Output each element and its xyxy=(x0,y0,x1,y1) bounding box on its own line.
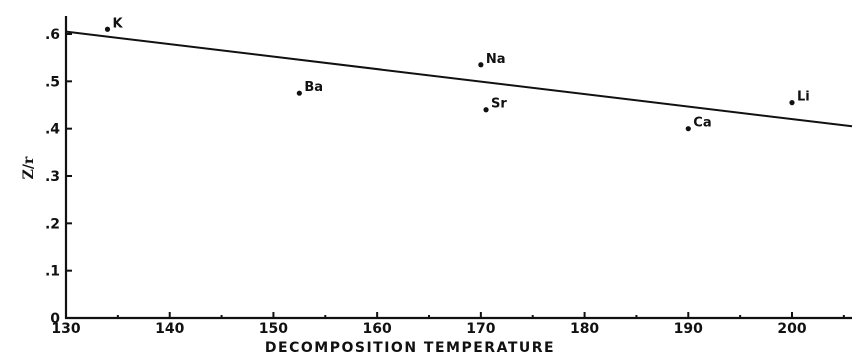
y-tick-label: .2 xyxy=(45,216,60,232)
y-axis-title-text: Z/r xyxy=(21,156,37,179)
data-point-label: Ba xyxy=(304,80,323,95)
y-tick-label: .4 xyxy=(45,122,60,138)
data-point xyxy=(478,62,484,68)
data-point-label: Sr xyxy=(491,97,507,112)
y-tick-label: 0 xyxy=(50,311,60,327)
data-point-label: Li xyxy=(797,90,810,105)
x-axis-title: DECOMPOSITION TEMPERATURE xyxy=(265,340,555,356)
trendline xyxy=(65,30,853,128)
y-ticks: 0 .1 .2 .3 .4 .5 .6 xyxy=(45,27,72,327)
y-tick-label: .1 xyxy=(45,264,60,280)
x-tick-label: 200 xyxy=(777,321,806,337)
axis-frame xyxy=(64,16,852,320)
data-point xyxy=(483,107,489,113)
data-point xyxy=(296,90,302,96)
data-point-label: Na xyxy=(486,52,506,67)
data-point-label: Ca xyxy=(693,116,711,131)
y-tick-label: .6 xyxy=(45,27,60,43)
x-tick-label: 180 xyxy=(570,321,599,337)
data-point-label: K xyxy=(112,16,123,31)
data-point xyxy=(685,126,691,132)
x-tick-label: 190 xyxy=(674,321,703,337)
x-tick-label: 150 xyxy=(259,321,288,337)
x-tick-label: 140 xyxy=(155,321,184,337)
data-point xyxy=(104,26,111,32)
x-tick-label: 130 xyxy=(51,321,80,337)
data-points: K Ba Na Sr Ca Li xyxy=(104,16,810,132)
y-tick-label: .5 xyxy=(45,74,60,90)
axes xyxy=(64,16,852,320)
x-ticks: 130 140 150 160 170 180 190 200 xyxy=(51,312,845,337)
x-tick-label: 160 xyxy=(363,321,392,337)
data-point xyxy=(789,100,795,106)
x-tick-label: 170 xyxy=(466,321,495,337)
y-axis-title: Z/r xyxy=(21,156,37,179)
y-tick-label: .3 xyxy=(45,169,60,185)
